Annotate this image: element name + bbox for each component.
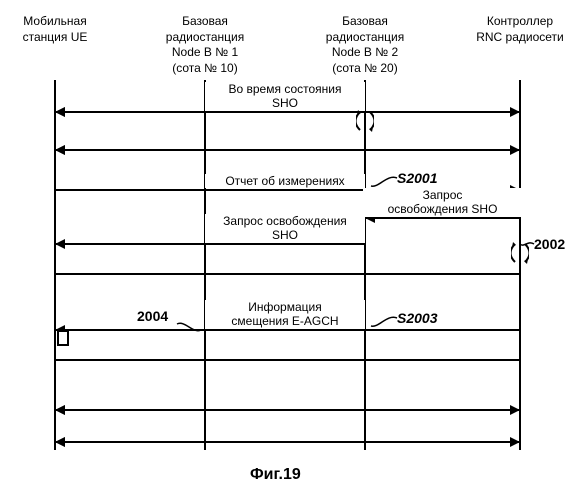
message-line-1 [55,149,520,151]
message-label-3: Запрос освобождения SHO [363,188,523,217]
message-line-3 [365,217,520,219]
message-line-0 [55,111,520,113]
arrow-left2-8 [55,405,65,415]
lifeline-header-ue: Мобильная станция UE [0,14,110,45]
lifeline-ue [54,80,56,450]
message-line-6 [55,329,520,331]
lifeline-nb2 [364,80,366,450]
lifeline-header-nb2: Базовая радиостанция Node B № 2 (сота № … [310,14,420,76]
arrow-right-0 [510,107,520,117]
num-label-2004: 2004 [137,308,168,324]
activation-box-6 [57,330,69,346]
message-line-7 [55,359,520,361]
loop-icon-4 [511,240,529,266]
arrow-right-1 [510,145,520,155]
arrow-left-4 [55,239,65,249]
message-label-4: Запрос освобождения SHO [205,214,365,243]
step-label-S2003: S2003 [397,310,437,326]
step-pointer-S2003 [369,314,399,334]
message-line-4 [55,243,365,245]
message-label-2: Отчет об измерениях [205,174,365,188]
message-line-5 [55,273,520,275]
arrow-left2-0 [55,107,65,117]
message-line-8 [55,409,520,411]
arrow-left2-9 [55,437,65,447]
arrow-left2-1 [55,145,65,155]
figure-caption: Фиг.19 [250,466,301,484]
step-label-S2001: S2001 [397,170,437,186]
num-label-2002: 2002 [534,236,565,252]
arrow-right-9 [510,437,520,447]
message-label-6: Информация смещения E-AGCH [205,300,365,329]
loop-icon-0 [356,108,374,134]
lifeline-header-rnc: Контроллер RNC радиосети [465,14,570,45]
message-line-9 [55,441,520,443]
message-label-0: Во время состояния SHO [205,82,365,111]
lifeline-nb1 [204,80,206,450]
lifeline-header-nb1: Базовая радиостанция Node B № 1 (сота № … [150,14,260,76]
num-pointer-2004 [175,320,203,336]
arrow-right-8 [510,405,520,415]
